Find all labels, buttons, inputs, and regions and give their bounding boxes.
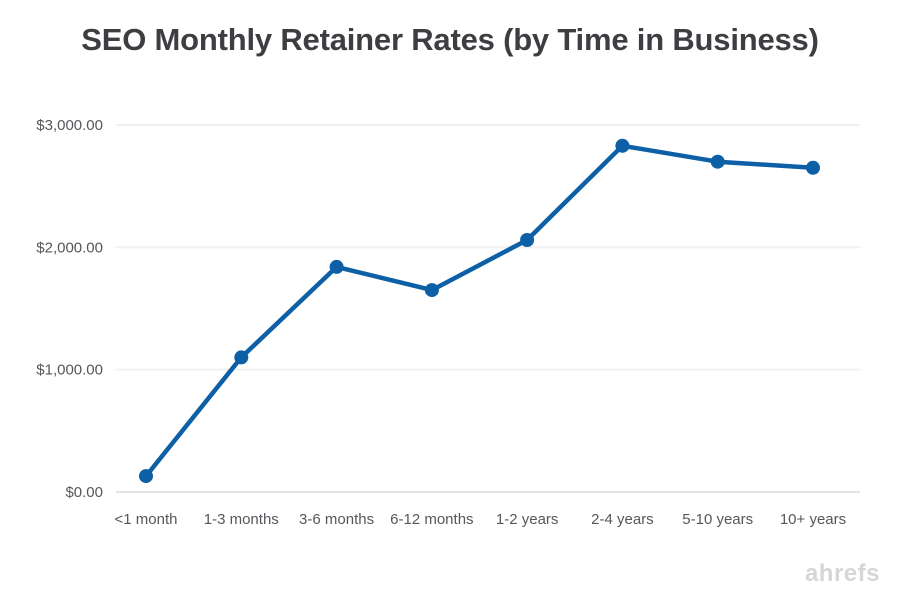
data-point — [424, 283, 439, 298]
x-tick-label: 3-6 months — [299, 511, 374, 528]
x-tick-label: 6-12 months — [390, 511, 473, 528]
y-tick-label: $1,000.00 — [36, 362, 103, 379]
chart-title: SEO Monthly Retainer Rates (by Time in B… — [81, 22, 819, 57]
data-point — [139, 469, 153, 484]
x-tick-label: 10+ years — [780, 511, 846, 528]
x-tick-label: 1-3 months — [204, 511, 279, 528]
x-tick-label: 2-4 years — [591, 511, 654, 528]
y-tick-label: $2,000.00 — [36, 239, 103, 256]
data-point — [329, 259, 344, 274]
y-tick-label: $3,000.00 — [36, 117, 103, 134]
data-point — [615, 138, 630, 153]
x-tick-label: 1-2 years — [496, 511, 559, 528]
data-point — [710, 154, 725, 169]
data-point — [234, 350, 249, 365]
x-tick-label: 5-10 years — [682, 511, 753, 528]
y-tick-label: $0.00 — [65, 484, 103, 501]
ahrefs-logo: ahrefs — [804, 560, 880, 587]
data-point — [520, 233, 535, 247]
trend-line — [143, 143, 816, 479]
data-point — [806, 160, 820, 175]
x-tick-label: <1 month — [115, 511, 178, 528]
